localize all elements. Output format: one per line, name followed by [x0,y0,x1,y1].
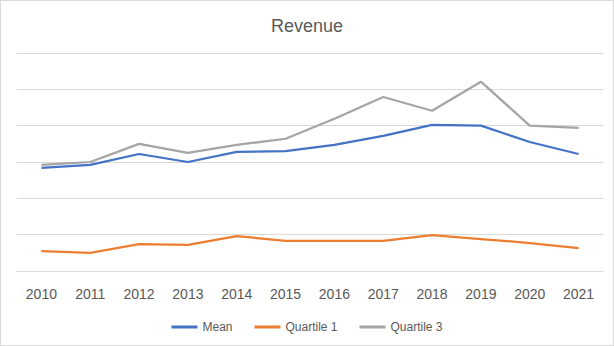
svg-text:2018: 2018 [417,286,448,302]
svg-text:2021: 2021 [563,286,594,302]
svg-text:Revenue: Revenue [271,16,343,36]
svg-text:2014: 2014 [221,286,252,302]
svg-text:2016: 2016 [319,286,350,302]
svg-text:2019: 2019 [465,286,496,302]
svg-text:2013: 2013 [172,286,203,302]
svg-text:2017: 2017 [368,286,399,302]
svg-text:Mean: Mean [202,320,232,334]
svg-text:Quartile 3: Quartile 3 [391,320,443,334]
svg-text:2010: 2010 [26,286,57,302]
svg-text:2020: 2020 [514,286,545,302]
svg-text:2012: 2012 [124,286,155,302]
svg-text:2011: 2011 [75,286,105,302]
svg-text:2015: 2015 [270,286,301,302]
svg-text:Quartile 1: Quartile 1 [285,320,337,334]
